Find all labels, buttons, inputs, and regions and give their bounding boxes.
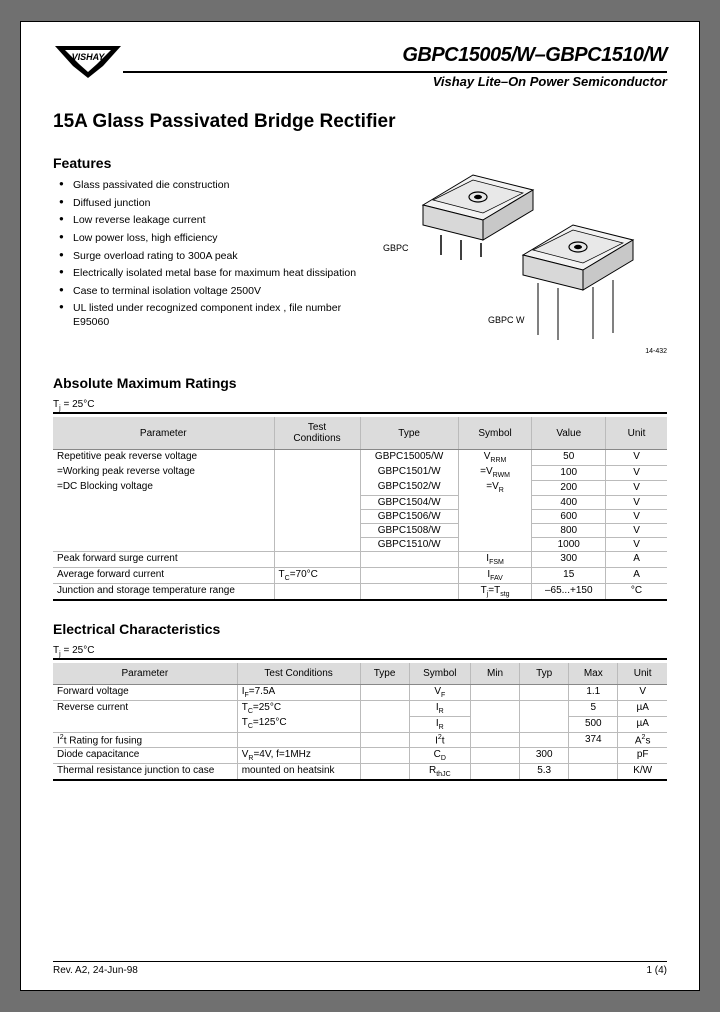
table-row: GBPC1508/W 800 V: [53, 523, 667, 537]
ec-condition: Tj = 25°C: [53, 645, 667, 658]
table-row: Thermal resistance junction to case moun…: [53, 763, 667, 779]
package-label-1: GBPC: [383, 243, 409, 253]
revision-text: Rev. A2, 24-Jun-98: [53, 965, 138, 976]
col-unit: Unit: [618, 663, 667, 685]
col-type: Type: [360, 663, 409, 685]
col-value: Value: [532, 417, 606, 450]
amr-table-wrap: Parameter TestConditions Type Symbol Val…: [53, 412, 667, 601]
features-list: Glass passivated die construction Diffus…: [53, 179, 363, 330]
features-heading: Features: [53, 155, 363, 171]
package-label-2: GBPC W: [488, 315, 525, 325]
table-row: GBPC1506/W 600 V: [53, 509, 667, 523]
col-test: TestConditions: [274, 417, 360, 450]
table-row: TC=125°C IR 500 µA: [53, 716, 667, 732]
package-column: GBPC GBPC W 14-432: [373, 155, 667, 355]
feature-item: Glass passivated die construction: [59, 179, 363, 193]
amr-heading: Absolute Maximum Ratings: [53, 375, 667, 391]
table-row: Repetitive peak reverse voltage GBPC1500…: [53, 450, 667, 466]
ec-heading: Electrical Characteristics: [53, 621, 667, 637]
feature-item: UL listed under recognized component ind…: [59, 302, 363, 329]
col-parameter: Parameter: [53, 663, 237, 685]
ec-section: Electrical Characteristics Tj = 25°C Par…: [53, 621, 667, 781]
feature-item: Low power loss, high efficiency: [59, 232, 363, 246]
table-row: Average forward current TC=70°C IFAV 15 …: [53, 567, 667, 583]
feature-item: Surge overload rating to 300A peak: [59, 250, 363, 264]
table-row: GBPC1504/W 400 V: [53, 495, 667, 509]
page-header: VISHAY GBPC15005/W–GBPC1510/W Vishay Lit…: [53, 44, 667, 89]
vishay-logo: VISHAY: [53, 44, 123, 83]
table-row: Junction and storage temperature range T…: [53, 583, 667, 599]
table-row: Forward voltage IF=7.5A VF 1.1 V: [53, 684, 667, 700]
col-parameter: Parameter: [53, 417, 274, 450]
features-column: Features Glass passivated die constructi…: [53, 155, 363, 355]
main-title: 15A Glass Passivated Bridge Rectifier: [53, 111, 667, 133]
col-symbol: Symbol: [458, 417, 532, 450]
datasheet-page: VISHAY GBPC15005/W–GBPC1510/W Vishay Lit…: [20, 21, 700, 991]
part-number: GBPC15005/W–GBPC1510/W: [123, 44, 667, 67]
feature-item: Electrically isolated metal base for max…: [59, 267, 363, 281]
features-row: Features Glass passivated die constructi…: [53, 155, 667, 355]
subtitle: Vishay Lite–On Power Semiconductor: [123, 74, 667, 89]
table-row: I2t Rating for fusing I2t 374 A2s: [53, 732, 667, 747]
table-header-row: Parameter TestConditions Type Symbol Val…: [53, 417, 667, 450]
table-header-row: Parameter Test Conditions Type Symbol Mi…: [53, 663, 667, 685]
feature-item: Diffused junction: [59, 197, 363, 211]
table-row: Reverse current TC=25°C IR 5 µA: [53, 700, 667, 716]
col-unit: Unit: [606, 417, 667, 450]
table-row: GBPC1510/W 1000 V: [53, 537, 667, 551]
amr-section: Absolute Maximum Ratings Tj = 25°C Param…: [53, 375, 667, 601]
footer-line: Rev. A2, 24-Jun-98 1 (4): [53, 961, 667, 976]
svg-text:VISHAY: VISHAY: [72, 52, 106, 62]
feature-item: Case to terminal isolation voltage 2500V: [59, 285, 363, 299]
col-min: Min: [471, 663, 520, 685]
table-row: =DC Blocking voltage GBPC1502/W =VR 200 …: [53, 480, 667, 495]
amr-condition: Tj = 25°C: [53, 399, 667, 412]
col-max: Max: [569, 663, 618, 685]
col-test: Test Conditions: [237, 663, 360, 685]
amr-table: Parameter TestConditions Type Symbol Val…: [53, 417, 667, 599]
col-symbol: Symbol: [409, 663, 470, 685]
col-type: Type: [360, 417, 458, 450]
header-divider: [123, 71, 667, 73]
page-footer: Rev. A2, 24-Jun-98 1 (4): [53, 961, 667, 976]
package-drawing: GBPC GBPC W 14-432: [373, 155, 667, 355]
ec-table-wrap: Parameter Test Conditions Type Symbol Mi…: [53, 658, 667, 781]
header-right: GBPC15005/W–GBPC1510/W Vishay Lite–On Po…: [123, 44, 667, 89]
feature-item: Low reverse leakage current: [59, 214, 363, 228]
col-typ: Typ: [520, 663, 569, 685]
ec-table: Parameter Test Conditions Type Symbol Mi…: [53, 663, 667, 779]
table-row: =Working peak reverse voltage GBPC1501/W…: [53, 465, 667, 480]
page-number: 1 (4): [646, 965, 667, 976]
table-row: Peak forward surge current IFSM 300 A: [53, 551, 667, 567]
table-row: Diode capacitance VR=4V, f=1MHz CD 300 p…: [53, 747, 667, 763]
package-fignum: 14-432: [645, 348, 667, 355]
